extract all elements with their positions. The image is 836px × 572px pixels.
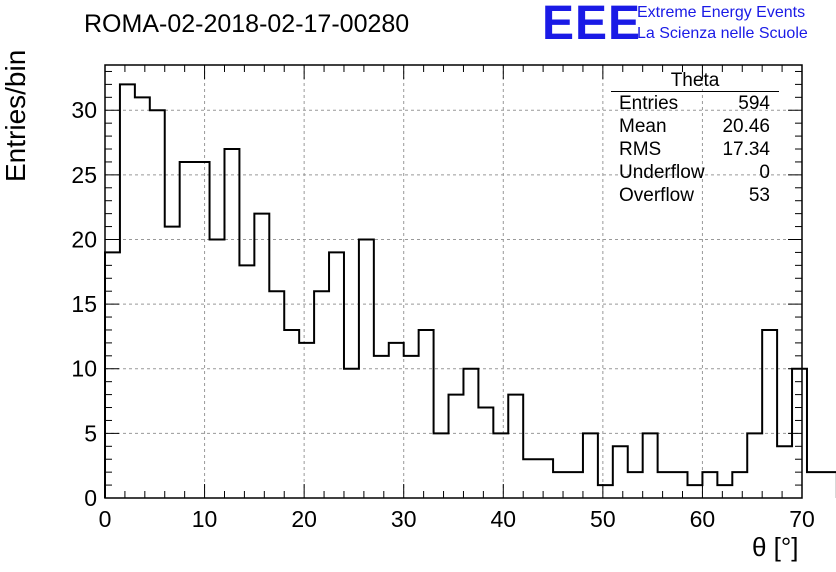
x-tick-label: 10: [192, 506, 218, 532]
y-tick-label: 20: [71, 226, 97, 252]
eee-logo: EEE: [542, 0, 642, 50]
histogram-bin: [329, 252, 344, 498]
y-axis-label: Entries/bin: [0, 49, 31, 182]
histogram-bin: [449, 395, 464, 498]
histogram-outline: [104, 83, 836, 498]
histogram-bin: [180, 162, 195, 498]
axes: [104, 64, 803, 499]
x-tick-label: 50: [590, 506, 616, 532]
stats-row-mean: Mean 20.46: [611, 115, 779, 138]
stats-box: Theta Entries 594 Mean 20.46 RMS 17.34 Unde…: [611, 70, 779, 207]
stats-row-overflow: Overflow 53: [611, 184, 779, 207]
stats-label: RMS: [619, 139, 662, 160]
histogram-bin: [120, 84, 135, 498]
histogram-bin: [762, 330, 777, 498]
histogram-bin: [239, 265, 254, 498]
stats-value: 17.34: [722, 139, 770, 160]
histogram-bin: [598, 485, 613, 498]
histogram-bin: [269, 291, 284, 498]
histogram-bin: [538, 459, 553, 498]
plot-frame: [104, 64, 803, 499]
histogram-bin: [150, 110, 165, 498]
histogram-bin: [105, 252, 120, 498]
grid-lines: [105, 65, 802, 498]
x-tick-label: 60: [690, 506, 716, 532]
x-tick-label: 70: [789, 506, 815, 532]
histogram-bin: [389, 343, 404, 498]
histogram-bin: [807, 472, 822, 498]
histogram-bin: [568, 472, 583, 498]
histogram-bin: [135, 97, 150, 498]
histogram-bin: [493, 433, 508, 498]
x-tick-label: 0: [99, 506, 112, 532]
histogram-bin: [822, 472, 836, 498]
stats-title: Theta: [611, 70, 779, 92]
stats-value: 594: [738, 93, 770, 114]
y-tick-label: 25: [71, 162, 97, 188]
histogram-bin: [344, 369, 359, 498]
histogram-bin: [299, 343, 314, 498]
logo-subtitle-2: La Scienza nelle Scuole: [637, 25, 808, 42]
stats-row-underflow: Underflow 0: [611, 161, 779, 184]
y-tick-label: 0: [84, 485, 97, 511]
histogram-bin: [508, 395, 523, 498]
stats-row-entries: Entries 594: [611, 92, 779, 115]
histogram-bin: [628, 472, 643, 498]
stats-label: Overflow: [619, 185, 694, 206]
x-tick-label: 30: [391, 506, 417, 532]
histogram-bin: [254, 214, 269, 498]
histogram-bin: [478, 408, 493, 498]
histogram-bin: [643, 433, 658, 498]
histogram-bin: [673, 472, 688, 498]
histogram-bin: [404, 356, 419, 498]
histogram-bin: [732, 472, 747, 498]
stats-value: 20.46: [722, 116, 770, 137]
histogram-bin: [210, 239, 225, 498]
histogram-bin: [523, 459, 538, 498]
stats-row-rms: RMS 17.34: [611, 138, 779, 161]
chart-title: ROMA-02-2018-02-17-00280: [84, 10, 410, 38]
histogram-bin: [658, 472, 673, 498]
stats-label: Entries: [619, 93, 679, 114]
histogram-bin: [613, 446, 628, 498]
histogram-bin: [583, 433, 598, 498]
histogram-bin: [777, 446, 792, 498]
histogram-bin: [702, 472, 717, 498]
histogram-bin: [463, 369, 478, 498]
histogram-bin: [419, 330, 434, 498]
x-axis-label: θ [°]: [752, 532, 799, 562]
histogram-bin: [195, 162, 210, 498]
stats-value: 0: [759, 162, 770, 183]
logo-subtitle-1: Extreme Energy Events: [637, 4, 806, 21]
y-tick-label: 30: [71, 97, 97, 123]
y-tick-label: 5: [84, 420, 97, 446]
x-tick-label: 40: [490, 506, 516, 532]
histogram-bin: [224, 149, 239, 498]
histogram-bin: [359, 239, 374, 498]
histogram-bin: [374, 356, 389, 498]
histogram-bins: [104, 83, 836, 498]
histogram-bin: [687, 485, 702, 498]
histogram-bin: [717, 485, 732, 498]
stats-value: 53: [748, 185, 770, 206]
y-tick-label: 10: [71, 356, 97, 382]
histogram-bin: [553, 472, 568, 498]
histogram-bin: [747, 433, 762, 498]
x-tick-label: 20: [291, 506, 317, 532]
stats-label: Underflow: [619, 162, 705, 183]
y-tick-label: 15: [71, 291, 97, 317]
histogram-bin: [165, 227, 180, 498]
stats-label: Mean: [619, 116, 667, 137]
histogram-bin: [284, 330, 299, 498]
histogram-bin: [314, 291, 329, 498]
histogram-bin: [434, 433, 449, 498]
ticks: 0 10 20 30 40 50 60 70 0 5 10 15 20 25 30: [71, 65, 815, 532]
